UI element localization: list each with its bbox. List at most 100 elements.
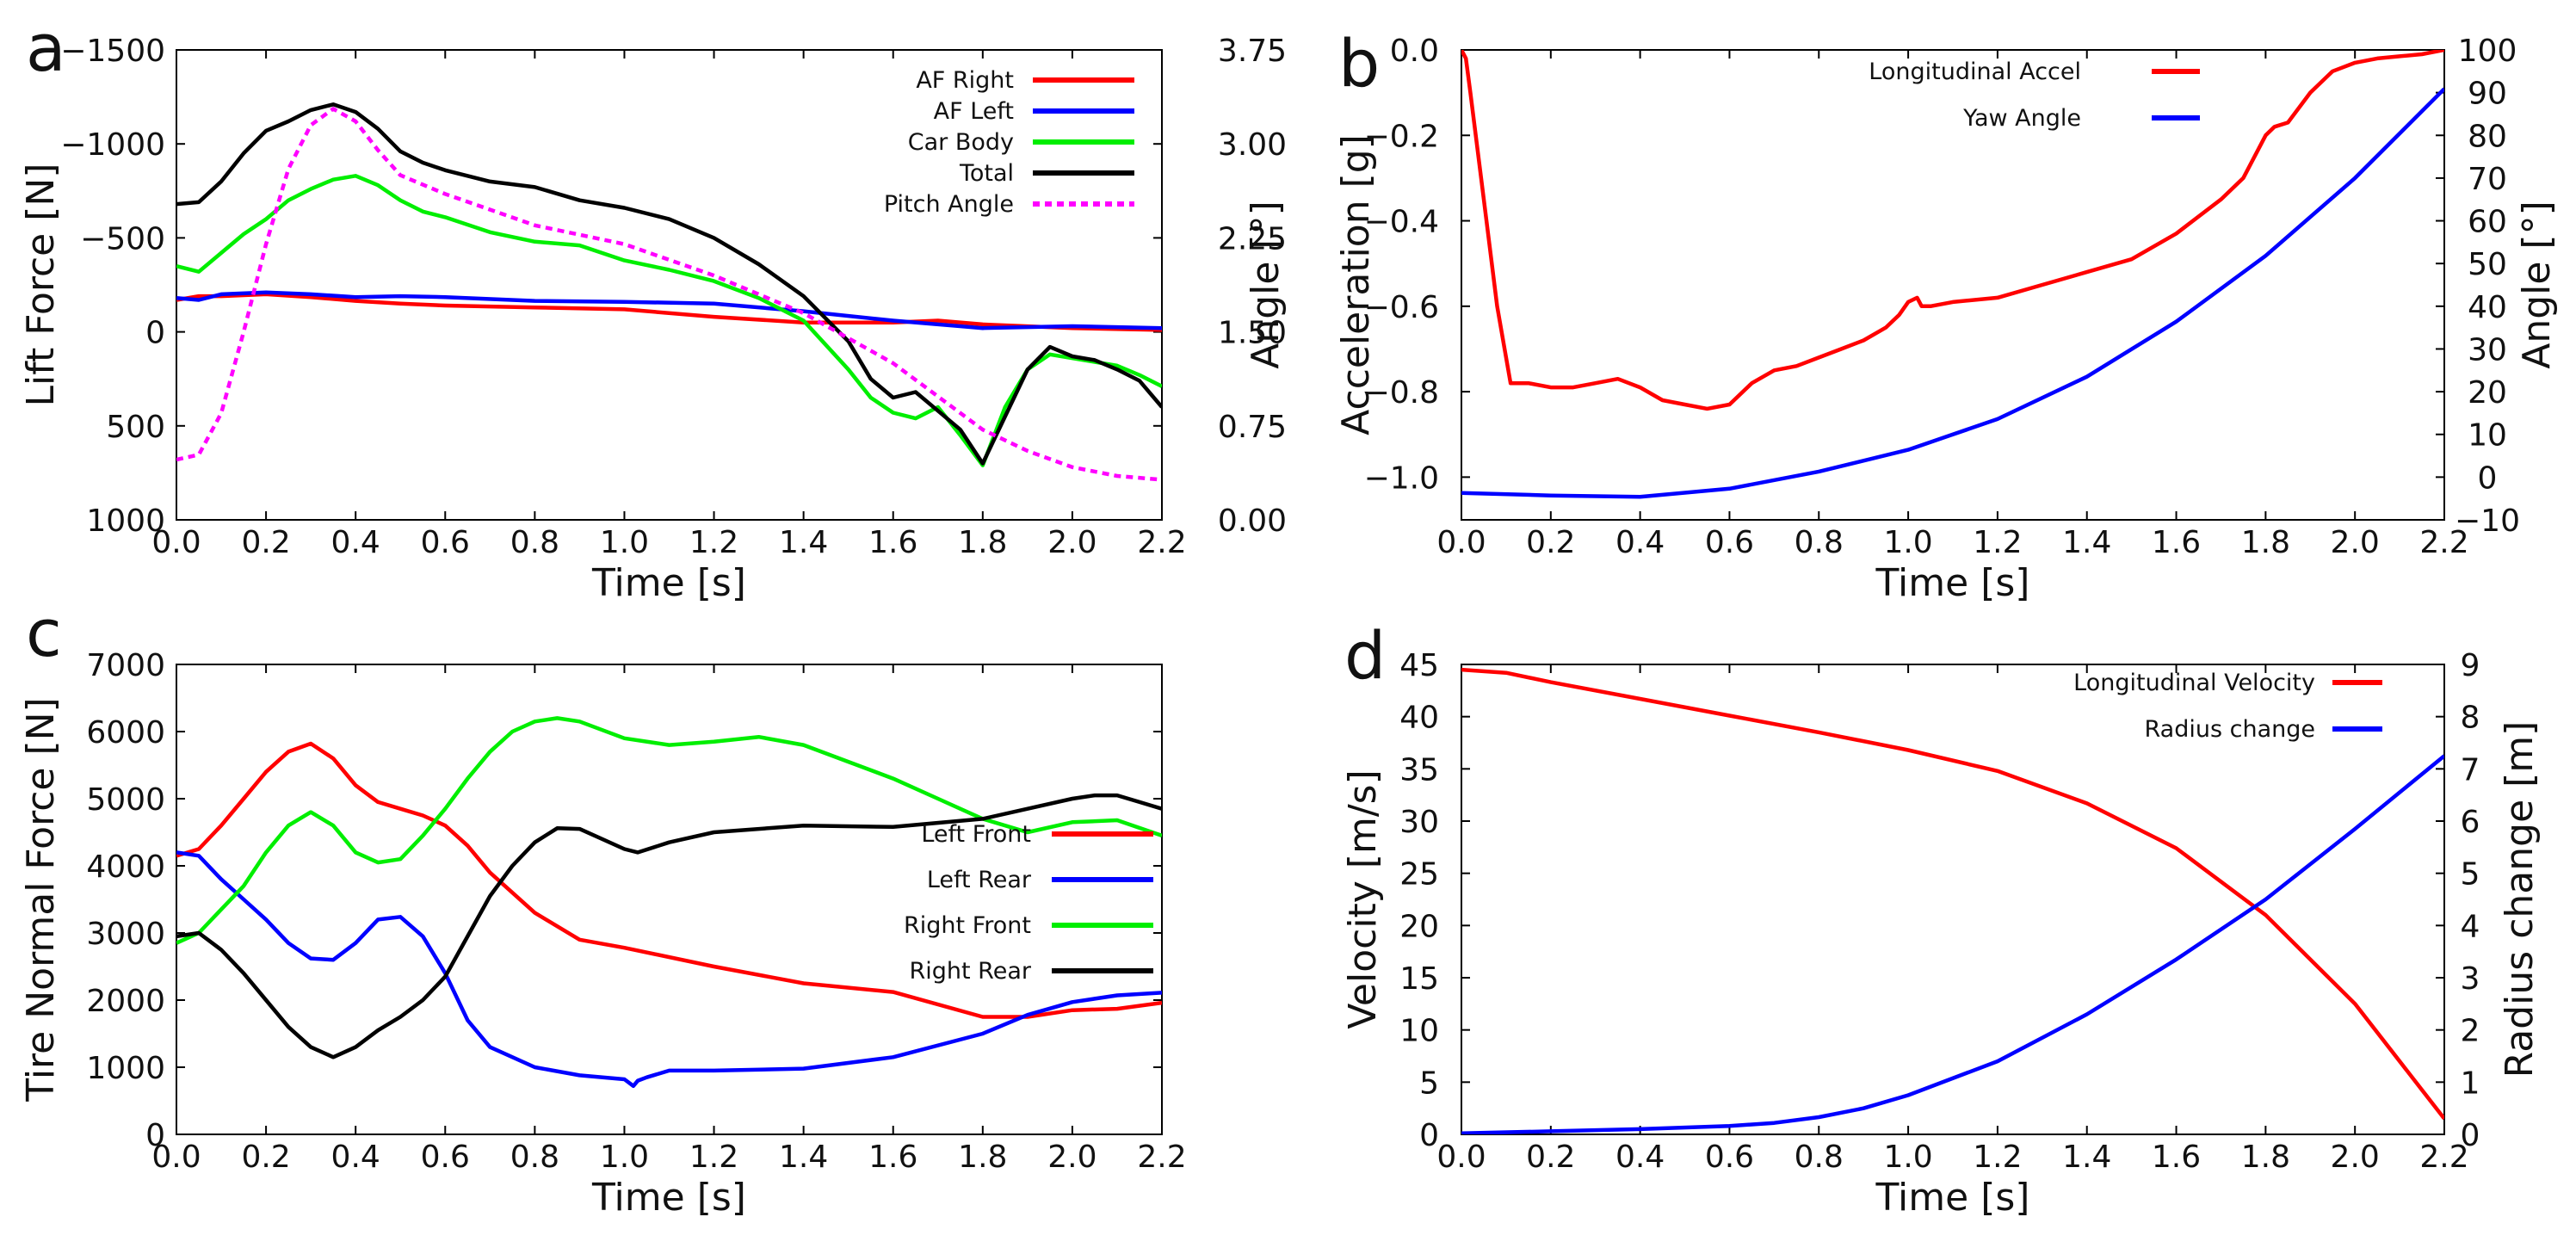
- y2-tick-label: 2: [2461, 1014, 2480, 1049]
- y-tick-label: 30: [1399, 805, 1439, 840]
- x-axis-label: Time [s]: [591, 561, 746, 605]
- x-tick-label: 1.0: [1883, 1140, 1932, 1175]
- series-line-yaw-angle: [1461, 87, 2444, 499]
- y-tick-label: 45: [1399, 648, 1439, 683]
- y2-tick-label: 3: [2461, 961, 2480, 997]
- y-tick-label: 1000: [86, 1051, 165, 1086]
- x-tick-label: 2.0: [1047, 525, 1096, 560]
- plot-frame: [1461, 664, 2445, 1135]
- x-tick-label: 0.4: [1615, 1140, 1665, 1175]
- x-axis-label: Time [s]: [1875, 1176, 2030, 1220]
- x-tick-label: 1.2: [689, 525, 738, 560]
- x-tick-label: 1.2: [689, 1140, 738, 1175]
- legend-entry: Left Rear: [927, 867, 1032, 893]
- x-tick-label: 1.6: [868, 525, 917, 560]
- legend: Longitudinal Velocity Radius change: [2073, 670, 2382, 743]
- y2-tick-label: 40: [2468, 290, 2507, 325]
- x-tick-label: 0.4: [331, 1140, 380, 1175]
- panel-letter: c: [26, 595, 62, 671]
- x-tick-label: 0.4: [331, 525, 380, 560]
- x-tick-label: 0.6: [421, 525, 470, 560]
- x-tick-label: 2.2: [2419, 1140, 2468, 1175]
- y-tick-label: 7000: [86, 648, 165, 683]
- y-tick-label: 4000: [86, 849, 165, 885]
- x-tick-label: 0.6: [421, 1140, 470, 1175]
- series-line-right-rear: [176, 793, 1162, 1059]
- x-tick-label: 1.6: [868, 1140, 917, 1175]
- x-tick-label: 2.2: [2419, 525, 2468, 560]
- legend: Left Front Left Rear Right Front Right Rear: [904, 821, 1153, 985]
- y-tick-label: 5000: [86, 782, 165, 818]
- x-tick-label: 1.8: [2241, 525, 2290, 560]
- y-tick-label: −1000: [60, 127, 165, 163]
- x-tick-label: 0.0: [151, 1140, 201, 1175]
- legend-entry: Right Front: [904, 912, 1031, 939]
- legend: AF Right AF Left Car Body Total Pitch Angle: [884, 67, 1134, 218]
- y-axis-label: Lift Force [N]: [19, 164, 63, 407]
- x-tick-label: 0.0: [1436, 1140, 1486, 1175]
- y-tick-label: 0: [1419, 1118, 1439, 1153]
- y2-tick-label: 5: [2461, 857, 2480, 893]
- x-tick-label: 0.0: [1436, 525, 1486, 560]
- y-tick-label: −0.2: [1364, 119, 1439, 154]
- y2-tick-label: 3.75: [1218, 34, 1287, 69]
- x-axis-label: Time [s]: [591, 1176, 746, 1220]
- x-tick-label: 1.4: [2062, 1140, 2111, 1175]
- x-tick-label: 1.6: [2152, 1140, 2201, 1175]
- y2-tick-label: 1.50: [1218, 316, 1287, 351]
- y-axis-label: Velocity [m/s]: [1341, 769, 1385, 1029]
- x-tick-label: 0.6: [1705, 525, 1754, 560]
- x-tick-label: 0.6: [1705, 1140, 1754, 1175]
- y-tick-label: −0.6: [1364, 290, 1439, 325]
- x-tick-label: 2.0: [2331, 525, 2380, 560]
- x-tick-label: 1.2: [1973, 1140, 2022, 1175]
- y-tick-label: 5: [1419, 1066, 1439, 1101]
- y2-tick-label: 20: [2468, 375, 2507, 411]
- y-tick-label: −1500: [60, 34, 165, 69]
- panel-letter: a: [26, 9, 66, 86]
- y-axis-label: Acceleration [g]: [1334, 134, 1378, 436]
- y2-axis-label: Angle [°]: [2515, 201, 2559, 369]
- y-tick-label: 2000: [86, 984, 165, 1019]
- x-tick-label: 1.6: [2152, 525, 2201, 560]
- y-tick-label: −1.0: [1364, 460, 1439, 496]
- y2-tick-label: 1: [2461, 1066, 2480, 1101]
- legend-entry: Yaw Angle: [1962, 105, 2081, 132]
- legend-entry: Longitudinal Accel: [1869, 59, 2081, 85]
- plot-frame: [176, 49, 1163, 521]
- legend: Longitudinal Accel Yaw Angle: [1869, 59, 2200, 132]
- y2-tick-label: 10: [2468, 418, 2507, 454]
- panel-a: a 0.0 0.2 0.4 0.6 0.8 1.0 1.2 1.4 1.6 1.8 2.0 2.2 −15…: [19, 9, 1288, 605]
- y-tick-label: −500: [80, 221, 165, 256]
- y2-tick-label: 0: [2461, 1118, 2480, 1153]
- legend-entry: Total: [959, 160, 1014, 187]
- legend-entry: Right Rear: [910, 958, 1032, 985]
- panel-letter: d: [1344, 617, 1386, 694]
- y2-tick-label: 2.25: [1218, 221, 1287, 256]
- x-tick-label: 0.8: [510, 525, 559, 560]
- y2-tick-label: 7: [2461, 752, 2480, 788]
- x-tick-label: 1.0: [600, 1140, 649, 1175]
- legend-entry: AF Left: [934, 98, 1014, 125]
- plot-frame: [176, 664, 1163, 1135]
- x-tick-label: 0.2: [241, 525, 290, 560]
- y2-tick-label: 100: [2458, 34, 2517, 69]
- y2-tick-label: 30: [2468, 332, 2507, 368]
- y-tick-label: 25: [1399, 857, 1439, 893]
- panel-b: b 0.0 0.2 0.4 0.6 0.8 1.0 1.2 1.4 1.6 1.8 2.0 2.2 0.0…: [1334, 25, 2559, 605]
- x-tick-label: 0.8: [510, 1140, 559, 1175]
- y-tick-label: 40: [1399, 701, 1439, 736]
- series-line-total: [176, 102, 1162, 466]
- legend-entry: Radius change: [2145, 716, 2315, 743]
- y2-tick-label: 50: [2468, 247, 2507, 282]
- x-axis-label: Time [s]: [1875, 561, 2030, 605]
- y2-tick-label: 60: [2468, 205, 2507, 240]
- y2-tick-label: 0.75: [1218, 410, 1287, 445]
- y-tick-label: 20: [1399, 909, 1439, 944]
- y2-axis-label: Radius change [m]: [2498, 721, 2542, 1078]
- series-line-right-front: [176, 716, 1162, 945]
- legend-entry: AF Right: [916, 67, 1014, 94]
- x-tick-label: 1.8: [958, 525, 1007, 560]
- y2-axis-label: Angle [°]: [1244, 201, 1288, 369]
